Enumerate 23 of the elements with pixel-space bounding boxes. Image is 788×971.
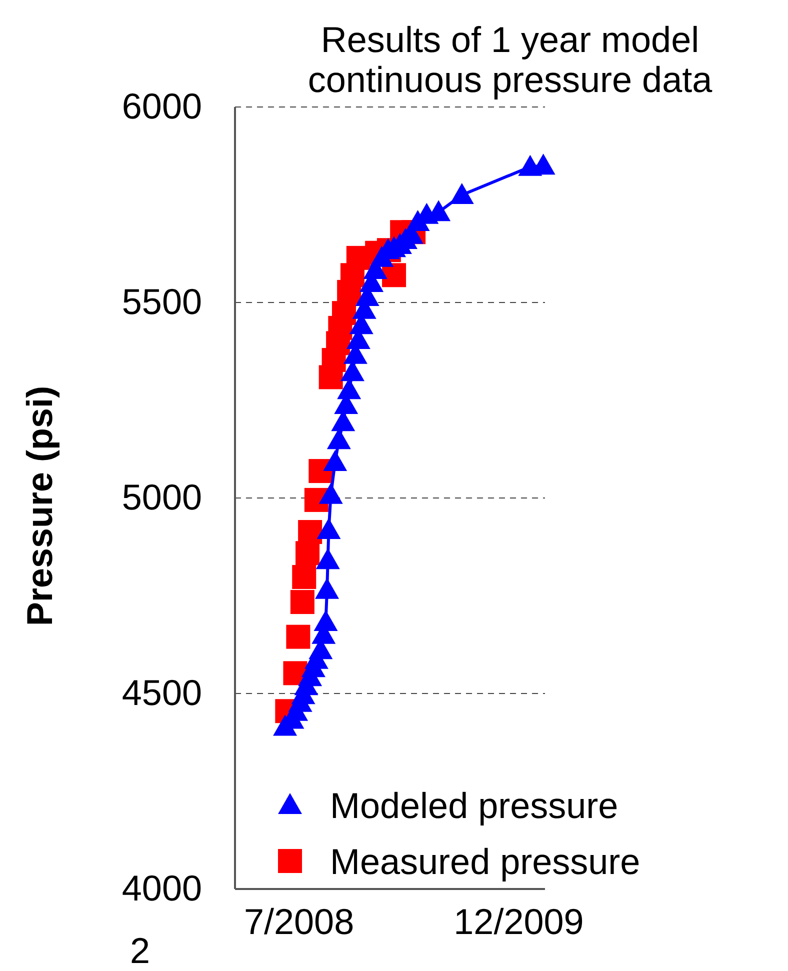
point [316, 518, 341, 540]
point [298, 520, 322, 544]
point [292, 564, 316, 589]
y-tick-label: 5500 [122, 281, 202, 322]
point [323, 450, 348, 472]
x-tick-label: 7/2008 [244, 901, 354, 942]
y-tick-label: 4000 [122, 868, 202, 909]
point [286, 624, 310, 649]
y-axis-title: Pressure (psi) [19, 386, 60, 626]
x-tick-label: 12/2009 [454, 901, 584, 942]
text: 2 [130, 930, 150, 971]
y-tick-label: 6000 [122, 86, 202, 127]
legend-label: Measured pressure [330, 841, 640, 882]
point [316, 548, 340, 570]
point [318, 482, 343, 504]
point [314, 610, 338, 631]
chart-title: Results of 1 year model continuous pressure data [308, 19, 714, 100]
point [315, 578, 340, 599]
y-tick-label: 5000 [122, 476, 202, 518]
y-tick-label: 4500 [122, 672, 202, 714]
point [450, 182, 474, 204]
legend-label: Modeled pressure [330, 785, 618, 826]
point [290, 590, 314, 614]
